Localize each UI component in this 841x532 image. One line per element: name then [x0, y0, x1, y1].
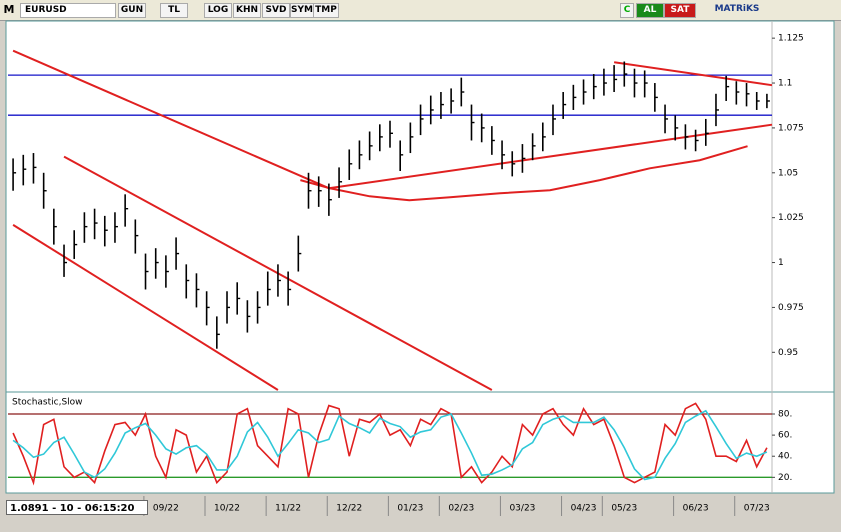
y-tick-label: 80.: [778, 410, 792, 420]
trend-line: [613, 61, 773, 87]
y-tick-label: 1.125: [778, 34, 804, 44]
tool-button[interactable]: GUN: [118, 3, 146, 18]
x-tick-label: 05/23: [611, 504, 637, 514]
y-tick-label: 1.1: [778, 79, 792, 89]
indicator-line: [12, 409, 768, 481]
y-tick-label: 0.95: [778, 348, 798, 358]
toolbar: M EURUSD GUN TL LOG KHN SVD SYM TMP C AL…: [0, 0, 841, 21]
tool-button[interactable]: KHN: [233, 3, 261, 18]
x-tick-label: 06/23: [683, 504, 709, 514]
x-tick-label: 10/22: [214, 504, 240, 514]
refresh-button[interactable]: C: [620, 3, 634, 18]
x-tick-label: 07/23: [744, 504, 770, 514]
tool-button[interactable]: LOG: [204, 3, 232, 18]
x-tick-label: 04/23: [571, 504, 597, 514]
indicator-line: [12, 402, 768, 486]
x-tick-label: 01/23: [397, 504, 423, 514]
trend-line: [300, 145, 748, 202]
y-tick-label: 60.: [778, 431, 792, 441]
tool-button[interactable]: TMP: [313, 3, 339, 18]
brand: MATRiKS: [714, 4, 760, 14]
x-tick-label: 09/22: [153, 504, 179, 514]
trend-line: [12, 49, 330, 190]
sell-button[interactable]: SAT: [664, 3, 696, 18]
logo: M: [3, 3, 15, 16]
status-box: 1.0891 - 10 - 06:15:20: [6, 500, 148, 515]
x-tick-label: 03/23: [509, 504, 535, 514]
y-tick-label: 1.025: [778, 213, 804, 223]
indicator-title: Stochastic,Slow: [12, 398, 83, 408]
trend-line: [328, 123, 773, 190]
symbol-box[interactable]: EURUSD: [20, 3, 116, 18]
tool-button[interactable]: TL: [160, 3, 188, 18]
x-tick-label: 11/22: [275, 504, 301, 514]
y-tick-label: 1.05: [778, 168, 798, 178]
tool-button[interactable]: SVD: [262, 3, 290, 18]
y-tick-label: 20.: [778, 473, 792, 483]
trend-line: [12, 224, 279, 391]
x-tick-label: 02/23: [448, 504, 474, 514]
y-tick-label: 0.975: [778, 303, 804, 313]
y-tick-label: 1.075: [778, 123, 804, 133]
buy-button[interactable]: AL: [636, 3, 664, 18]
y-tick-label: 1: [778, 258, 784, 268]
y-tick-label: 40.: [778, 452, 792, 462]
x-tick-label: 12/22: [336, 504, 362, 514]
